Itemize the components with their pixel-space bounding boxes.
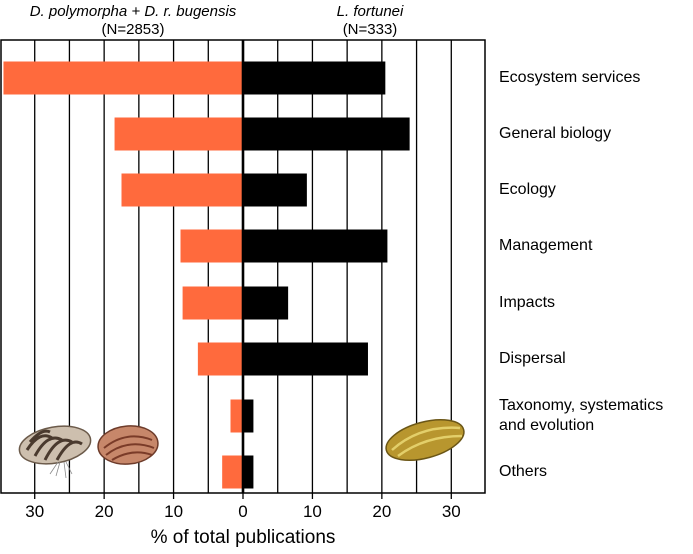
left-series-header: D. polymorpha + D. r. bugensis (N=2853) [2,3,264,39]
x-tick-label: 30 [25,502,44,521]
category-label: Impacts [499,293,555,313]
category-label-line: Ecosystem services [499,69,641,86]
x-tick-label: 30 [442,502,461,521]
category-label-line: Ecology [499,181,556,198]
left-bar [121,173,243,207]
category-label-line: Others [499,463,548,480]
right-sample-size: (N=333) [342,21,398,38]
right-bar [243,61,386,95]
category-label-line: Taxonomy, systematics [499,397,664,414]
category-label: Management [499,236,592,256]
category-label-line: Impacts [499,294,556,311]
category-label-line: General biology [499,125,612,142]
right-bar [243,229,388,263]
right-series-header: L. fortunei (N=333) [310,3,430,39]
left-bar [230,399,243,433]
category-label: Ecology [499,180,556,200]
left-bar [222,455,243,489]
category-label: Others [499,462,547,482]
x-tick-label: 10 [303,502,322,521]
golden-mussel-icon [385,419,465,461]
right-bar [243,117,410,151]
x-axis-title: % of total publications [150,527,336,548]
right-species-name: L. fortunei [336,3,404,20]
category-label: General biology [499,124,611,144]
left-bar [180,229,243,263]
category-label: Ecosystem services [499,68,640,88]
left-sample-size: (N=2853) [101,21,165,38]
category-label-line: Dispersal [499,350,566,367]
category-label: Dispersal [499,349,566,369]
left-bar [197,342,243,376]
right-bar [243,342,368,376]
left-bar [182,286,243,320]
left-bar [114,117,243,151]
x-tick-label: 20 [95,502,114,521]
zebra-mussel-icon [18,425,92,479]
left-bar [3,61,243,95]
left-species-name: D. polymorpha + D. r. bugensis [29,3,237,20]
quagga-mussel-icon [97,425,159,465]
right-bar [243,399,254,433]
right-bar [243,286,289,320]
category-label-line: Management [499,237,593,254]
category-label-line: and evolution [499,417,595,434]
right-bar [243,455,254,489]
x-tick-label: 20 [372,502,391,521]
x-tick-label: 0 [238,502,247,521]
right-bar [243,173,307,207]
x-tick-label: 10 [164,502,183,521]
category-label: Taxonomy, systematics and evolution [499,396,663,436]
